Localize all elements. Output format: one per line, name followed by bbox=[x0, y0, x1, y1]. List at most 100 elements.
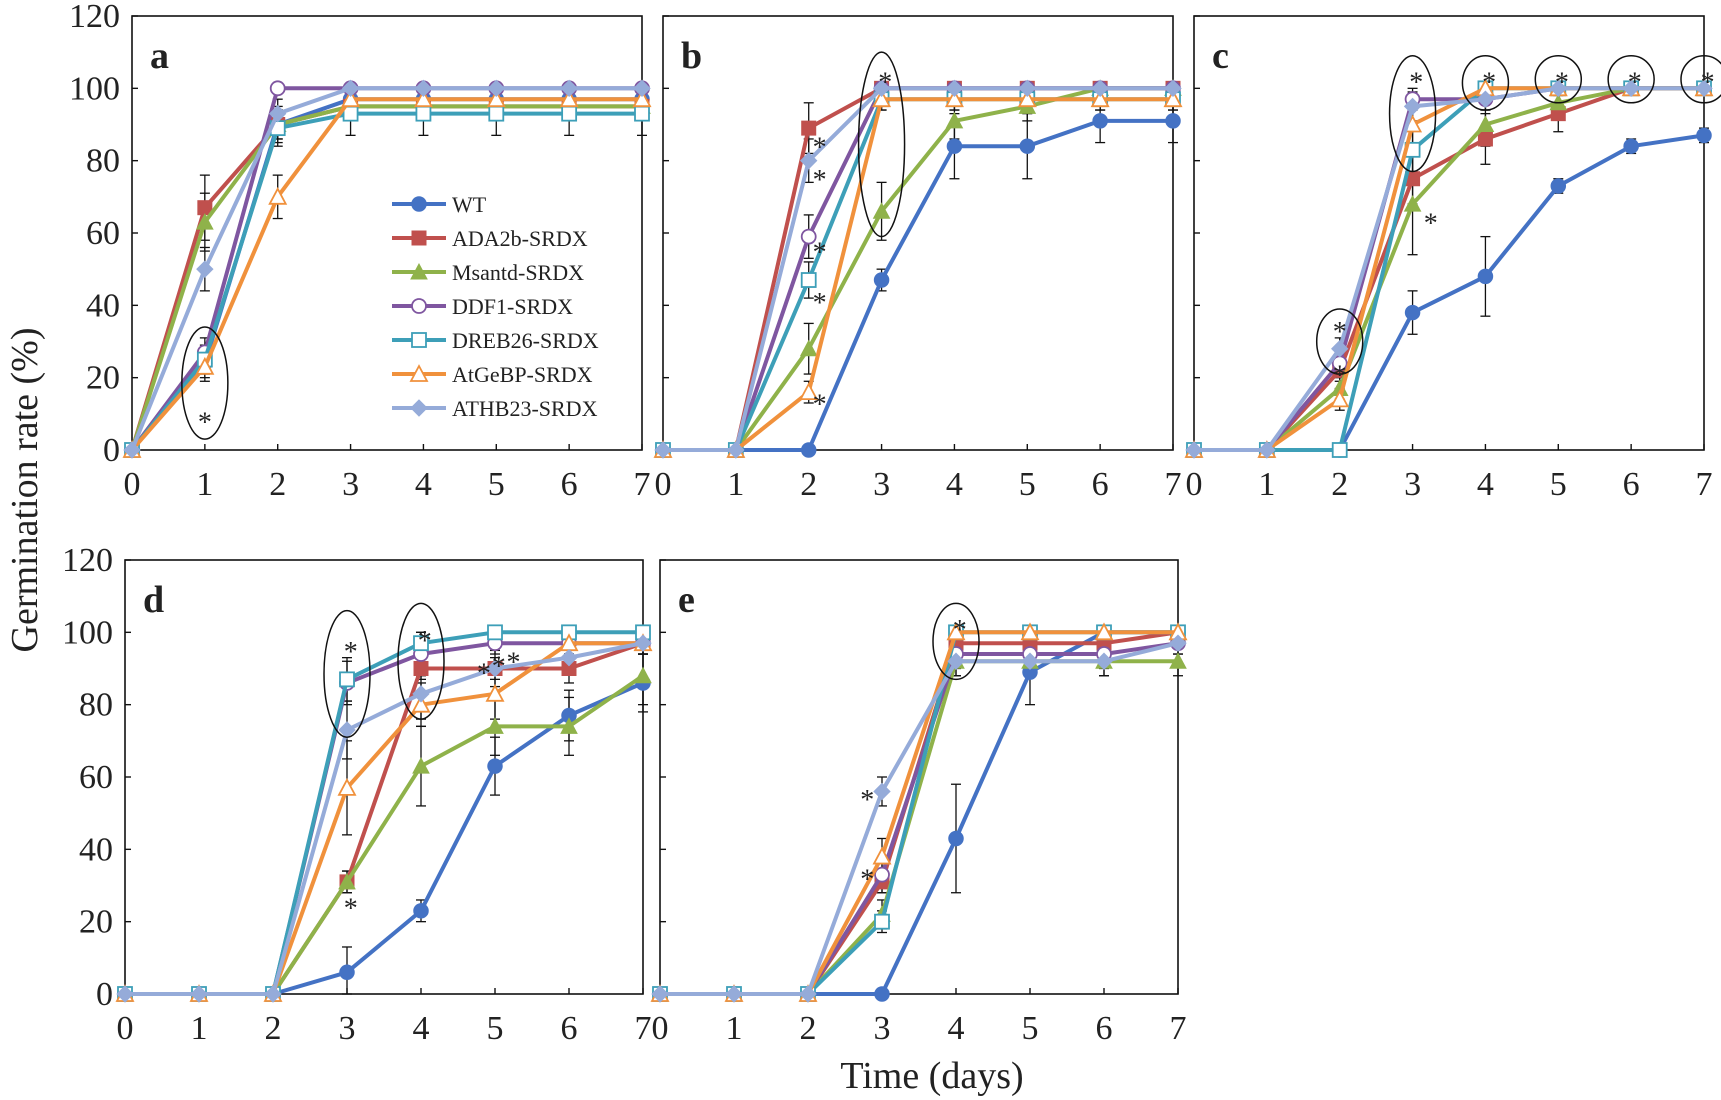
significance-ellipse bbox=[323, 609, 371, 738]
y-tick-label: 40 bbox=[86, 287, 120, 324]
data-point-atgebp-srdx bbox=[799, 382, 819, 401]
data-point-athb23-srdx bbox=[651, 985, 669, 1003]
x-tick-label: 4 bbox=[946, 466, 963, 503]
x-tick-label: 5 bbox=[488, 466, 505, 503]
legend-marker bbox=[411, 332, 427, 348]
data-point-athb23-srdx bbox=[190, 985, 208, 1003]
panel-letter: a bbox=[150, 35, 169, 77]
data-point-ddf1-srdx bbox=[800, 228, 817, 245]
data-point-ddf1-srdx bbox=[874, 866, 890, 883]
x-tick-label: 7 bbox=[635, 1010, 652, 1047]
x-tick-label: 0 bbox=[124, 466, 141, 503]
data-point-atgebp-srdx bbox=[486, 89, 506, 108]
data-point-msantd-srdx bbox=[1403, 195, 1422, 212]
significance-star: * bbox=[860, 865, 874, 896]
x-tick-label: 7 bbox=[1696, 466, 1713, 503]
data-point-athb23-srdx bbox=[1258, 441, 1276, 459]
y-axis-title: Germination rate (%) bbox=[4, 328, 46, 653]
data-point-athb23-srdx bbox=[654, 441, 672, 459]
data-point-athb23-srdx bbox=[412, 685, 430, 703]
legend-marker bbox=[410, 262, 428, 280]
x-tick-label: 3 bbox=[339, 1010, 356, 1047]
data-point-athb23-srdx bbox=[1091, 79, 1109, 98]
x-tick-label: 2 bbox=[269, 466, 286, 503]
legend-item: AtGeBP-SRDX bbox=[392, 362, 593, 387]
significance-star: * bbox=[1333, 360, 1347, 391]
panel-e: e 0 1 2 3 4 5 6 7 * * * bbox=[650, 559, 1188, 1047]
legend-item: ATHB23-SRDX bbox=[392, 396, 598, 421]
series-line-wt bbox=[663, 118, 1173, 452]
data-point-athb23-srdx bbox=[1185, 441, 1203, 459]
x-tick-label: 7 bbox=[634, 466, 651, 503]
data-point-athb23-srdx bbox=[341, 79, 360, 98]
data-point-athb23-srdx bbox=[727, 441, 745, 459]
data-point-athb23-srdx bbox=[414, 79, 433, 98]
x-tick-label: 4 bbox=[1477, 466, 1494, 503]
legend-marker bbox=[409, 364, 429, 382]
panel-c: c 0 1 2 3 4 5 6 7 * * * * * * * * bbox=[1184, 15, 1721, 503]
data-point-wt bbox=[948, 830, 964, 847]
data-point-ada2b-srdx bbox=[1477, 131, 1493, 147]
data-point-dreb26-srdx bbox=[1331, 442, 1348, 458]
data-point-athb23-srdx bbox=[634, 634, 652, 652]
data-point-dreb26-srdx bbox=[800, 272, 817, 288]
data-point-athb23-srdx bbox=[1549, 79, 1567, 98]
data-point-dreb26-srdx bbox=[487, 624, 503, 641]
data-point-atgebp-srdx bbox=[1163, 89, 1183, 108]
x-tick-label: 2 bbox=[800, 1010, 817, 1047]
data-point-athb23-srdx bbox=[947, 652, 965, 670]
series-line-msantd-srdx bbox=[130, 104, 642, 451]
data-point-msantd-srdx bbox=[560, 717, 578, 734]
data-point-msantd-srdx bbox=[799, 339, 818, 357]
significance-star: * bbox=[477, 659, 491, 690]
y-tick-label: 0 bbox=[103, 432, 120, 469]
data-point-atgebp-srdx bbox=[946, 622, 966, 641]
x-tick-label: 2 bbox=[1331, 466, 1348, 503]
significance-star: * bbox=[492, 651, 506, 682]
data-point-athb23-srdx bbox=[1695, 79, 1713, 98]
x-tick-label: 3 bbox=[342, 466, 359, 503]
data-point-msantd-srdx bbox=[412, 757, 430, 774]
x-tick-label: 2 bbox=[265, 1010, 282, 1047]
series-line-athb23-srdx bbox=[130, 86, 642, 451]
legend-marker bbox=[411, 230, 427, 246]
legend-item: Msantd-SRDX bbox=[392, 260, 584, 285]
legend-label: WT bbox=[452, 192, 487, 217]
significance-star: * bbox=[813, 389, 827, 420]
y-tick-label: 40 bbox=[79, 831, 113, 868]
y-tick-label: 20 bbox=[79, 904, 113, 941]
legend-label: DDF1-SRDX bbox=[452, 294, 573, 319]
data-point-wt bbox=[487, 758, 503, 774]
panel-letter: d bbox=[143, 579, 164, 621]
x-tick-label: 0 bbox=[1186, 466, 1203, 503]
significance-star: * bbox=[344, 637, 358, 668]
data-point-athb23-srdx bbox=[1169, 634, 1187, 652]
x-axis-title: Time (days) bbox=[840, 1055, 1023, 1097]
y-tick-label: 60 bbox=[79, 759, 113, 796]
legend-label: ADA2b-SRDX bbox=[452, 226, 588, 251]
data-point-athb23-srdx bbox=[1331, 340, 1349, 358]
significance-ellipse bbox=[397, 602, 445, 720]
data-point-athb23-srdx bbox=[1476, 90, 1495, 108]
y-tick-label: 80 bbox=[86, 143, 120, 180]
data-point-wt bbox=[873, 272, 890, 288]
data-point-wt bbox=[1477, 268, 1494, 285]
panel-b: b0 1 2 3 4 5 6 7****** bbox=[653, 15, 1183, 503]
data-point-wt bbox=[1623, 138, 1639, 154]
x-tick-label: 2 bbox=[800, 466, 817, 503]
data-point-wt bbox=[946, 138, 963, 154]
data-point-msantd-srdx bbox=[486, 717, 504, 734]
significance-star: * bbox=[418, 626, 432, 657]
significance-star: * bbox=[1409, 67, 1423, 98]
legend-item: WT bbox=[392, 192, 487, 217]
data-point-wt bbox=[1550, 178, 1567, 194]
data-point-dreb26-srdx bbox=[413, 635, 429, 652]
data-point-ada2b-srdx bbox=[801, 120, 817, 136]
series-line-athb23-srdx bbox=[660, 641, 1179, 996]
x-tick-label: 6 bbox=[1623, 466, 1640, 503]
data-point-msantd-srdx bbox=[872, 202, 891, 219]
panel-letter: e bbox=[678, 579, 695, 621]
data-point-athb23-srdx bbox=[800, 151, 818, 170]
significance-star: * bbox=[198, 407, 212, 438]
